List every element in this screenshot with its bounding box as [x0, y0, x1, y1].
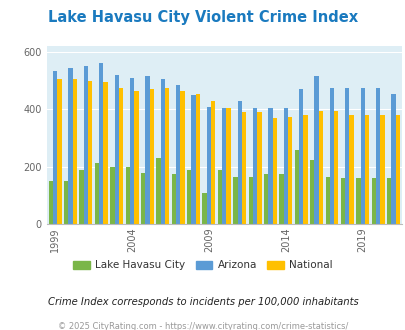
Bar — [283, 108, 287, 224]
Legend: Lake Havasu City, Arizona, National: Lake Havasu City, Arizona, National — [73, 260, 332, 270]
Bar — [241, 112, 245, 224]
Bar — [287, 116, 292, 224]
Bar — [119, 88, 123, 224]
Bar — [379, 115, 384, 224]
Bar — [145, 76, 149, 224]
Bar — [191, 95, 195, 224]
Bar — [390, 94, 394, 224]
Bar — [318, 111, 322, 224]
Bar — [57, 79, 62, 224]
Bar — [294, 150, 298, 224]
Bar — [329, 88, 333, 224]
Bar — [279, 174, 283, 224]
Text: Crime Index corresponds to incidents per 100,000 inhabitants: Crime Index corresponds to incidents per… — [47, 297, 358, 307]
Bar — [187, 170, 191, 224]
Bar — [114, 75, 119, 224]
Bar — [211, 101, 215, 224]
Bar — [49, 181, 53, 224]
Bar — [232, 177, 237, 224]
Bar — [268, 108, 272, 224]
Bar — [206, 107, 211, 224]
Bar — [371, 179, 375, 224]
Bar — [313, 76, 318, 224]
Bar — [344, 88, 349, 224]
Bar — [110, 167, 114, 224]
Bar — [202, 193, 206, 224]
Bar — [141, 173, 145, 224]
Bar — [272, 118, 276, 224]
Bar — [340, 179, 344, 224]
Bar — [263, 174, 268, 224]
Bar — [303, 115, 307, 224]
Bar — [72, 79, 77, 224]
Bar — [364, 115, 368, 224]
Bar — [164, 88, 169, 224]
Bar — [95, 163, 99, 224]
Bar — [180, 91, 184, 224]
Bar — [248, 177, 252, 224]
Bar — [375, 88, 379, 224]
Bar — [125, 167, 130, 224]
Text: Lake Havasu City Violent Crime Index: Lake Havasu City Violent Crime Index — [48, 10, 357, 25]
Bar — [134, 91, 138, 224]
Text: © 2025 CityRating.com - https://www.cityrating.com/crime-statistics/: © 2025 CityRating.com - https://www.city… — [58, 322, 347, 330]
Bar — [309, 160, 313, 224]
Bar — [349, 115, 353, 224]
Bar — [257, 112, 261, 224]
Bar — [83, 66, 88, 224]
Bar — [130, 78, 134, 224]
Bar — [79, 170, 83, 224]
Bar — [64, 181, 68, 224]
Bar — [217, 170, 222, 224]
Bar — [360, 88, 364, 224]
Bar — [222, 108, 226, 224]
Bar — [386, 179, 390, 224]
Bar — [355, 179, 360, 224]
Bar — [99, 63, 103, 224]
Bar — [68, 68, 72, 224]
Bar — [298, 89, 303, 224]
Bar — [195, 94, 200, 224]
Bar — [333, 111, 338, 224]
Bar — [171, 174, 176, 224]
Bar — [176, 85, 180, 224]
Bar — [88, 81, 92, 224]
Bar — [226, 108, 230, 224]
Bar — [237, 101, 241, 224]
Bar — [160, 79, 164, 224]
Bar — [103, 82, 107, 224]
Bar — [325, 177, 329, 224]
Bar — [149, 89, 153, 224]
Bar — [252, 108, 257, 224]
Bar — [53, 71, 57, 224]
Bar — [394, 115, 399, 224]
Bar — [156, 158, 160, 224]
